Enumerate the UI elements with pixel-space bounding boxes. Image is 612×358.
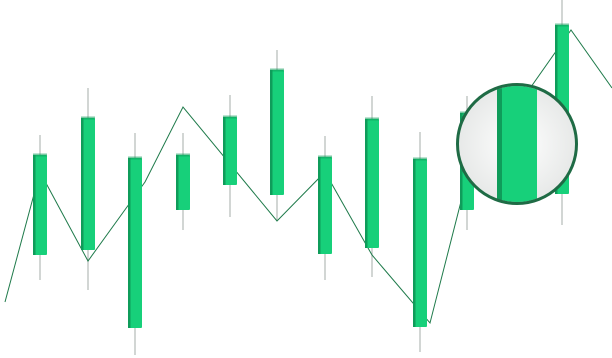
candle-body [318,157,332,254]
candle-body-cap [270,68,284,72]
candle-body-shade [318,157,321,254]
candle-body [128,158,142,328]
candle [365,117,379,248]
candle [81,116,95,250]
candle-body-shade [270,70,273,195]
candle-body-cap [555,23,569,27]
zoomed-candle-shade [497,86,502,202]
candle-body-shade [128,158,131,328]
candle-body-cap [413,157,427,161]
candle-body-shade [365,119,368,248]
candle-body [223,117,237,185]
candle-body-cap [176,153,190,157]
candle-body [33,155,47,255]
candle-body-cap [223,115,237,119]
candle-body-shade [223,117,226,185]
candle-body [413,159,427,327]
candle-body-shade [81,118,84,250]
zoomed-candle-body [497,86,537,202]
candle [318,155,332,254]
candle-body-shade [33,155,36,255]
candle [223,115,237,185]
candle-body-shade [413,159,416,327]
candle-body-shade [176,155,179,210]
candle [413,157,427,327]
candle-body-cap [365,117,379,121]
candle [270,68,284,195]
candle [176,153,190,210]
candle-body-cap [128,156,142,160]
candle-bodies [33,23,569,328]
candle [128,156,142,328]
candle-body [270,70,284,195]
magnifier-content [497,86,537,202]
candle-body-cap [318,155,332,159]
magnifier-ring [456,83,578,205]
candle-body [81,118,95,250]
candle-body-cap [81,116,95,120]
candle-body [176,155,190,210]
candle-body-cap [33,153,47,157]
magnifier-zoom-circle [456,83,578,205]
candle [33,153,47,255]
candle-body [365,119,379,248]
